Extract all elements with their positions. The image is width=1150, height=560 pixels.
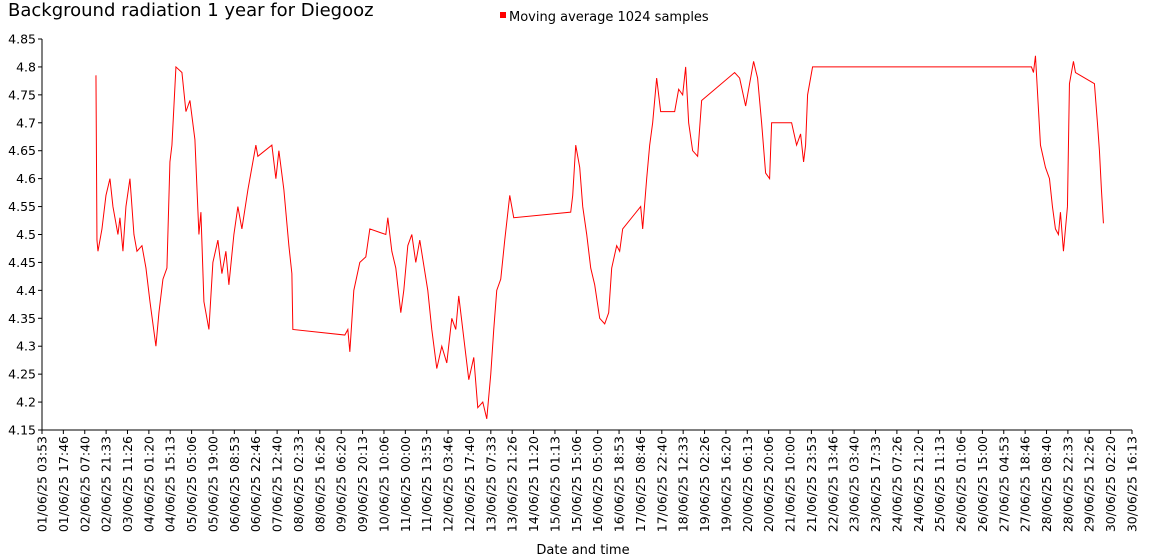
- y-tick-label: 4.65: [8, 143, 36, 158]
- x-tick-label: 14/06/25 11:20: [526, 436, 541, 532]
- x-tick-label: 03/06/25 11:26: [120, 436, 135, 532]
- x-tick-label: 08/06/25 16:26: [312, 436, 327, 532]
- x-tick-label: 15/06/25 15:06: [569, 436, 584, 532]
- y-tick-label: 4.6: [16, 171, 36, 186]
- x-tick-label: 24/06/25 21:20: [911, 436, 926, 532]
- x-tick-label: 26/06/25 15:00: [975, 436, 990, 532]
- x-axis-label: Date and time: [536, 543, 629, 558]
- x-tick-label: 19/06/25 16:20: [718, 436, 733, 532]
- y-tick-label: 4.35: [8, 311, 36, 326]
- y-tick-label: 4.55: [8, 199, 36, 214]
- y-tick-label: 4.45: [8, 255, 36, 270]
- x-tick-label: 07/06/25 12:40: [270, 436, 285, 532]
- x-tick-label: 11/06/25 13:53: [419, 436, 434, 532]
- y-tick-label: 4.5: [16, 227, 36, 242]
- y-tick-label: 4.8: [16, 59, 36, 74]
- x-tick-label: 23/06/25 03:40: [847, 436, 862, 532]
- x-tick-label: 21/06/25 23:53: [804, 436, 819, 532]
- x-tick-label: 17/06/25 22:40: [654, 436, 669, 532]
- x-tick-label: 12/06/25 17:40: [462, 436, 477, 532]
- x-tick-label: 20/06/25 06:13: [740, 436, 755, 532]
- x-tick-label: 05/06/25 05:06: [184, 436, 199, 532]
- x-tick-label: 28/06/25 08:40: [1039, 436, 1054, 532]
- x-tick-label: 22/06/25 13:46: [825, 436, 840, 532]
- legend: Moving average 1024 samples: [500, 10, 709, 25]
- x-tick-label: 06/06/25 08:53: [227, 436, 242, 532]
- data-line: [95, 55, 1104, 419]
- y-tick-label: 4.2: [16, 395, 36, 410]
- x-tick-label: 01/06/25 17:46: [56, 436, 71, 532]
- x-tick-label: 24/06/25 07:26: [889, 436, 904, 532]
- x-tick-label: 17/06/25 08:46: [633, 436, 648, 532]
- legend-swatch: [500, 12, 506, 18]
- y-tick-label: 4.3: [16, 339, 36, 354]
- x-tick-label: 13/06/25 07:33: [483, 436, 498, 532]
- x-tick-label: 09/06/25 06:20: [334, 436, 349, 532]
- x-tick-label: 11/06/25 00:00: [398, 436, 413, 532]
- x-tick-label: 19/06/25 02:26: [697, 436, 712, 532]
- x-tick-label: 28/06/25 22:33: [1060, 436, 1075, 532]
- x-tick-label: 30/06/25 16:13: [1125, 436, 1140, 532]
- x-tick-label: 08/06/25 02:33: [291, 436, 306, 532]
- x-tick-label: 04/06/25 01:20: [141, 436, 156, 532]
- y-tick-label: 4.15: [8, 423, 36, 438]
- x-tick-label: 13/06/25 21:26: [505, 436, 520, 532]
- x-tick-label: 16/06/25 18:53: [612, 436, 627, 532]
- x-tick-label: 30/06/25 02:20: [1103, 436, 1118, 532]
- y-tick-label: 4.7: [16, 115, 36, 130]
- x-tick-label: 27/06/25 04:53: [996, 436, 1011, 532]
- x-tick-label: 05/06/25 19:00: [205, 436, 220, 532]
- y-tick-label: 4.75: [8, 87, 36, 102]
- x-tick-label: 21/06/25 10:00: [783, 436, 798, 532]
- y-tick-label: 4.4: [16, 283, 36, 298]
- x-tick-label: 15/06/25 01:13: [547, 436, 562, 532]
- x-tick-label: 20/06/25 20:06: [761, 436, 776, 532]
- y-tick-label: 4.85: [8, 32, 36, 47]
- x-tick-label: 27/06/25 18:46: [1018, 436, 1033, 532]
- x-tick-label: 02/06/25 21:33: [99, 436, 114, 532]
- x-tick-label: 12/06/25 03:46: [441, 436, 456, 532]
- x-tick-label: 18/06/25 12:33: [676, 436, 691, 532]
- x-tick-label: 10/06/25 10:06: [376, 436, 391, 532]
- x-tick-label: 26/06/25 01:06: [954, 436, 969, 532]
- x-tick-label: 02/06/25 07:40: [77, 436, 92, 532]
- x-tick-label: 01/06/25 03:53: [35, 436, 50, 532]
- legend-label: Moving average 1024 samples: [509, 10, 709, 25]
- x-tick-label: 16/06/25 05:00: [590, 436, 605, 532]
- x-tick-label: 09/06/25 20:13: [355, 436, 370, 532]
- x-tick-label: 29/06/25 12:26: [1082, 436, 1097, 532]
- y-tick-label: 4.25: [8, 367, 36, 382]
- x-tick-label: 25/06/25 11:13: [932, 436, 947, 532]
- x-tick-label: 06/06/25 22:46: [248, 436, 263, 532]
- x-tick-label: 04/06/25 15:13: [163, 436, 178, 532]
- chart-title: Background radiation 1 year for Diegooz: [8, 0, 374, 21]
- x-tick-label: 23/06/25 17:33: [868, 436, 883, 532]
